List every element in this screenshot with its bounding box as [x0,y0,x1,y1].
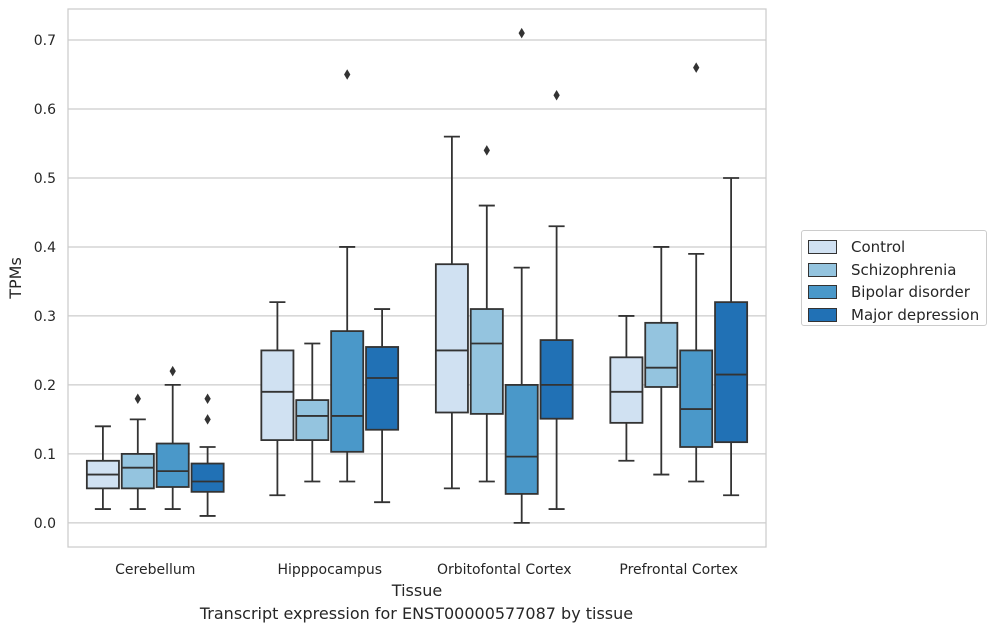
outlier-point [518,27,525,39]
legend-label-bipolar-disorder: Bipolar disorder [851,283,970,302]
box-body [155,442,190,488]
y-tick-label: 0.1 [34,447,56,463]
plot-frame [67,8,767,548]
legend: Control Schizophrenia Bipolar disorder M… [801,230,987,326]
box [539,89,574,510]
x-axis-label: Tissue [391,581,442,600]
box-body [260,349,295,441]
y-tick-label: 0.0 [34,516,56,532]
box [714,177,749,497]
box-body [434,263,469,414]
outlier-point [204,414,211,425]
legend-swatch-control [808,240,837,255]
box [260,301,295,497]
box [434,135,469,490]
x-tick-label: Hipppocampus [277,562,382,578]
outlier-point [344,69,351,80]
box [155,365,190,510]
box-body [609,356,644,424]
box [644,246,679,476]
y-tick-label: 0.2 [34,378,56,394]
box-body [714,301,749,444]
box-body [120,452,155,490]
series-bipolar-disorder [155,27,714,524]
y-tick-labels: 0.0 0.1 0.2 0.3 0.4 0.5 0.6 0.7 [34,33,56,532]
legend-label-control: Control [851,238,906,257]
box [679,62,714,483]
legend-label-major-depression: Major depression [851,305,980,324]
outlier-point [483,145,490,156]
box [609,315,644,462]
box-body [539,339,574,420]
box-body [190,462,225,493]
figure-caption: Transcript expression for ENST0000057708… [199,604,634,623]
series-control [85,135,644,510]
box [365,308,400,504]
y-tick-label: 0.6 [34,102,56,118]
y-tick-label: 0.4 [34,240,56,256]
box [469,145,504,483]
legend-item-bipolar-disorder: Bipolar disorder [808,281,986,304]
box-body [330,330,365,453]
series-schizophrenia [120,145,679,510]
box [85,425,120,510]
x-tick-label: Prefrontal Cortex [619,562,738,578]
legend-swatch-major-depression [808,307,837,322]
box-series [85,27,749,524]
y-axis-label: TPMs [6,257,25,300]
outlier-point [204,393,211,404]
box-body [679,349,714,448]
y-tick-label: 0.7 [34,33,56,49]
box-body [365,346,400,431]
box [190,393,225,517]
box-body [504,384,539,495]
box [330,69,365,483]
x-tick-label: Cerebellum [115,562,195,578]
legend-item-control: Control [808,236,986,259]
legend-swatch-schizophrenia [808,262,837,277]
outlier-point [693,62,700,73]
box-body [644,321,679,388]
box [504,27,539,524]
box [120,393,155,510]
legend-item-schizophrenia: Schizophrenia [808,259,986,282]
series-major-depression [190,89,749,517]
outlier-point [134,393,141,404]
legend-swatch-bipolar-disorder [808,285,837,300]
x-tick-labels: Cerebellum Hipppocampus Orbitofontal Corte… [115,562,738,578]
y-tick-label: 0.5 [34,171,56,187]
outlier-point [169,365,176,377]
legend-label-schizophrenia: Schizophrenia [851,260,957,279]
x-tick-label: Orbitofontal Cortex [437,562,572,578]
box [295,342,330,483]
outlier-point [553,89,560,101]
y-tick-label: 0.3 [34,309,56,325]
box-body [469,308,504,415]
legend-item-major-depression: Major depression [808,304,986,327]
box-body [295,399,330,441]
